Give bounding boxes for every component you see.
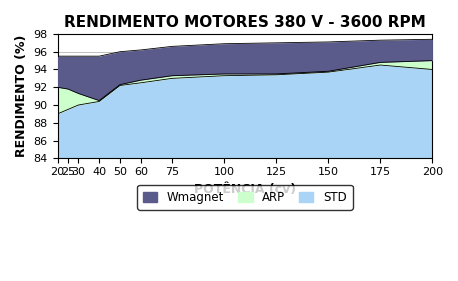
Y-axis label: RENDIMENTO (%): RENDIMENTO (%): [15, 35, 28, 157]
X-axis label: POTÊNCIA (cv): POTÊNCIA (cv): [194, 183, 296, 196]
Title: RENDIMENTO MOTORES 380 V - 3600 RPM: RENDIMENTO MOTORES 380 V - 3600 RPM: [64, 15, 426, 30]
Legend: Wmagnet, ARP, STD: Wmagnet, ARP, STD: [137, 185, 353, 210]
